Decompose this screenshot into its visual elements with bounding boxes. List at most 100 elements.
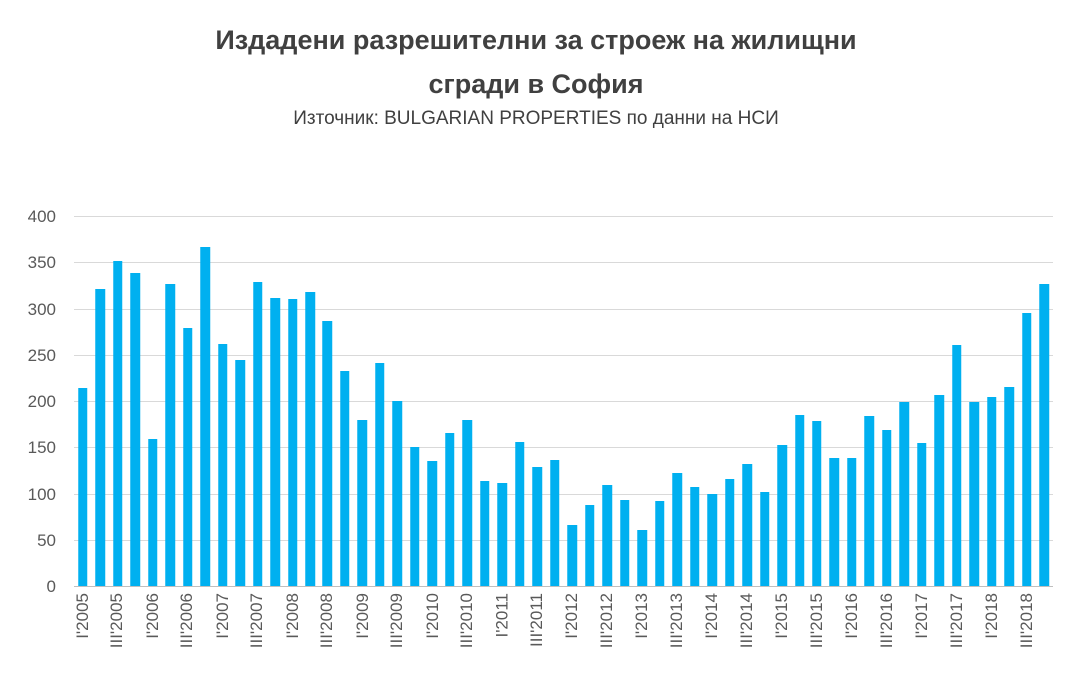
x-axis-tick-label: III'2005 <box>107 593 127 649</box>
y-axis-tick-label: 350 <box>27 253 56 273</box>
x-axis-tick-label: I'2009 <box>352 593 372 639</box>
x-axis-tick-label: III'2015 <box>806 593 826 649</box>
bar <box>567 525 577 587</box>
bar <box>112 261 123 587</box>
x-axis-tick-label: I'2011 <box>492 593 512 638</box>
bar <box>375 363 385 587</box>
chart-title-line2: сгради в София <box>428 69 644 99</box>
bar <box>1004 387 1015 587</box>
x-axis-tick-label: III'2008 <box>317 593 337 649</box>
y-axis-tick-label: 400 <box>27 207 56 226</box>
gridline <box>74 447 1053 449</box>
bar <box>235 360 245 587</box>
bar <box>270 298 280 587</box>
bar <box>200 246 210 587</box>
bar <box>864 415 875 587</box>
bar <box>357 419 368 587</box>
bar <box>882 429 892 587</box>
bar <box>969 402 980 587</box>
plot-area <box>74 216 1053 587</box>
bar <box>217 343 228 587</box>
y-axis-tick-label: 250 <box>27 345 56 365</box>
y-axis-tick-label: 50 <box>37 530 56 550</box>
bar <box>1039 283 1049 587</box>
gridline <box>74 262 1053 264</box>
bar <box>427 461 438 587</box>
bar <box>462 419 473 587</box>
bar <box>742 463 752 587</box>
gridline <box>74 401 1053 402</box>
bar <box>987 397 997 587</box>
bar <box>899 402 910 587</box>
bar <box>759 491 770 587</box>
y-axis-tick-label: 300 <box>27 299 56 319</box>
bar <box>847 458 857 587</box>
bar <box>917 442 927 587</box>
bar <box>165 283 175 587</box>
x-axis-tick-label: I'2015 <box>772 593 792 639</box>
bar <box>672 473 682 587</box>
bar <box>515 441 525 587</box>
bar <box>497 483 508 587</box>
bar <box>952 344 962 587</box>
bar <box>550 460 560 587</box>
x-axis-tick-label: III'2007 <box>247 593 267 649</box>
bar <box>794 414 805 587</box>
x-axis-tick-label: III'2006 <box>177 593 197 649</box>
gridline <box>74 539 1053 541</box>
bar <box>724 478 735 587</box>
bar <box>829 457 840 587</box>
gridline <box>74 354 1053 356</box>
bar <box>602 485 612 587</box>
bar <box>287 299 298 587</box>
x-axis-tick-label: I'2014 <box>702 593 722 639</box>
bar <box>777 444 787 587</box>
y-axis-tick-label: 150 <box>27 438 56 458</box>
x-axis-tick-label: I'2013 <box>632 593 652 639</box>
bar <box>95 289 105 587</box>
bar <box>654 500 665 587</box>
bar <box>707 493 717 587</box>
bar <box>619 500 630 587</box>
x-axis-tick-label: III'2016 <box>876 593 896 649</box>
x-axis-tick-label: I'2017 <box>911 593 931 639</box>
bar <box>584 504 595 587</box>
x-axis-labels: I'2005 III'2005 I'2006 III'2006 I'2007 III'20… <box>73 587 1053 679</box>
gridline <box>74 216 1053 217</box>
bar <box>812 420 822 587</box>
x-axis-tick-label: III'2012 <box>597 593 617 649</box>
bar <box>182 328 193 587</box>
bar <box>252 281 263 587</box>
bar <box>637 529 647 587</box>
bar <box>392 401 403 587</box>
x-axis-tick-label: III'2018 <box>1016 593 1036 649</box>
bar <box>322 320 333 587</box>
x-axis-tick-label: I'2012 <box>562 593 582 639</box>
x-axis-tick-label: I'2007 <box>212 593 232 639</box>
x-axis-tick-label: III'2011 <box>527 593 547 647</box>
x-axis-tick-label: III'2017 <box>946 593 966 649</box>
y-axis-labels: 0 50 100 150 200 250 300 350 400 <box>0 207 56 596</box>
bar <box>305 291 315 587</box>
bar <box>130 272 140 587</box>
x-axis-tick-label: I'2010 <box>422 593 442 639</box>
bar <box>532 466 543 587</box>
bar <box>77 388 88 587</box>
bar <box>445 432 455 587</box>
bar <box>934 394 945 587</box>
x-axis-tick-label: I'2016 <box>841 593 861 639</box>
bar <box>1022 313 1032 587</box>
bar <box>480 480 490 587</box>
chart-title-line1: Издадени разрешителни за строеж на жилищ… <box>215 25 857 55</box>
bar <box>410 447 420 587</box>
bar <box>340 371 350 587</box>
gridline <box>74 493 1053 495</box>
y-axis-tick-label: 200 <box>27 392 56 411</box>
x-axis-tick-label: III'2014 <box>737 593 757 649</box>
chart-title: Издадени разрешителни за строеж на жилищ… <box>0 18 1072 106</box>
x-axis-tick-label: III'2013 <box>667 593 687 649</box>
gridline <box>74 308 1053 310</box>
bar <box>147 439 158 587</box>
x-axis-tick-label: I'2006 <box>142 593 162 639</box>
